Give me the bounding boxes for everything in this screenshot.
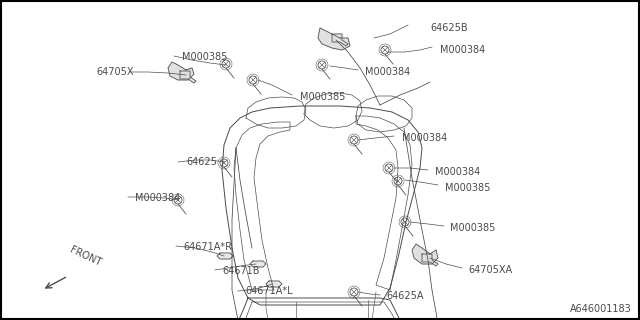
Text: A646001183: A646001183 bbox=[570, 304, 632, 314]
Text: M000384: M000384 bbox=[135, 193, 180, 203]
Polygon shape bbox=[250, 261, 266, 267]
Polygon shape bbox=[422, 254, 438, 266]
Polygon shape bbox=[180, 71, 196, 83]
Text: M000384: M000384 bbox=[440, 45, 485, 55]
Text: M000385: M000385 bbox=[182, 52, 227, 62]
Text: 64625B: 64625B bbox=[430, 23, 468, 33]
Text: M000384: M000384 bbox=[365, 67, 410, 77]
Text: 64625: 64625 bbox=[186, 157, 217, 167]
Polygon shape bbox=[217, 253, 233, 259]
Text: M000384: M000384 bbox=[402, 133, 447, 143]
Text: FRONT: FRONT bbox=[68, 245, 102, 268]
Text: 64705XA: 64705XA bbox=[468, 265, 512, 275]
Polygon shape bbox=[332, 34, 348, 46]
Text: M000384: M000384 bbox=[435, 167, 480, 177]
Text: 64671A*R: 64671A*R bbox=[183, 242, 232, 252]
Text: M000385: M000385 bbox=[300, 92, 346, 102]
Text: 64671A*L: 64671A*L bbox=[245, 286, 292, 296]
Text: 64671B: 64671B bbox=[222, 266, 259, 276]
Text: M000385: M000385 bbox=[450, 223, 495, 233]
Text: 64625A: 64625A bbox=[386, 291, 424, 301]
Polygon shape bbox=[168, 62, 194, 80]
Text: M000385: M000385 bbox=[445, 183, 490, 193]
Polygon shape bbox=[318, 28, 350, 50]
Polygon shape bbox=[412, 244, 438, 264]
Text: 64705X: 64705X bbox=[96, 67, 134, 77]
Polygon shape bbox=[266, 281, 282, 287]
